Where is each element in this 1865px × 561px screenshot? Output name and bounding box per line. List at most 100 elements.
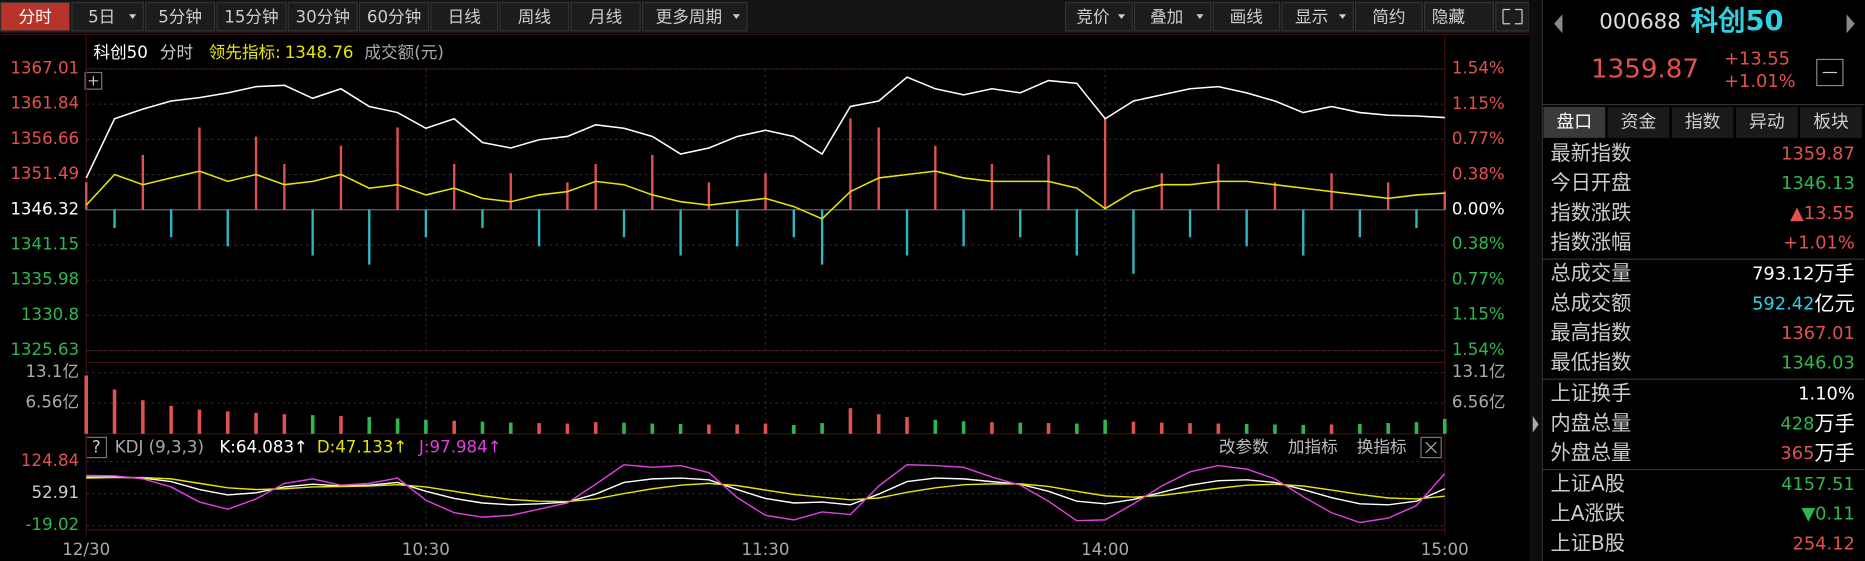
volume-bar	[1075, 423, 1079, 434]
momentum-bar	[566, 182, 569, 210]
volume-bar	[792, 424, 796, 434]
y-tick-label: 1335.98	[10, 270, 79, 289]
toolbar-button[interactable]	[499, 1, 570, 32]
volume-bar	[1216, 423, 1221, 434]
toolbar-button[interactable]	[1423, 1, 1495, 32]
volume-bar	[367, 417, 372, 434]
momentum-bar	[820, 209, 824, 265]
y-tick-label: 1361.84	[10, 94, 79, 113]
y-tick-label: 1346.32	[10, 199, 79, 218]
prev-arrow[interactable]	[1554, 14, 1563, 34]
volume-bar	[169, 405, 173, 434]
row-label: 总成交量	[1551, 261, 1632, 285]
indicator-button[interactable]: 换指标	[1357, 438, 1407, 457]
fullscreen-button[interactable]	[1495, 1, 1530, 32]
momentum-bar	[1047, 154, 1050, 210]
collapse-button[interactable]	[1816, 58, 1844, 87]
row-number: 1367.01	[1781, 323, 1855, 344]
legend-indicator: 领先指标:	[209, 43, 281, 62]
y2-tick-label: 1.15%	[1452, 304, 1505, 323]
y2-tick-label: 0.77%	[1452, 270, 1505, 289]
volume-bar	[707, 424, 711, 434]
momentum-bar	[736, 209, 739, 247]
toolbar-label: 60分钟	[367, 7, 421, 26]
volume-bar	[141, 400, 145, 434]
row-number: +1.01%	[1783, 233, 1855, 254]
volume-bar	[282, 414, 287, 434]
momentum-bar	[509, 173, 512, 210]
volume-bar	[197, 409, 202, 434]
volume-bar	[961, 421, 966, 434]
volume-bar	[537, 423, 541, 434]
momentum-bar	[311, 209, 314, 256]
tab[interactable]	[1543, 106, 1606, 138]
momentum-bar	[1217, 164, 1220, 210]
momentum-bar	[679, 209, 682, 256]
row-label: 上证A股	[1551, 471, 1625, 495]
row-label: 最高指数	[1551, 320, 1632, 344]
row-value: 1.10%	[1798, 384, 1855, 405]
tab[interactable]	[1735, 106, 1798, 138]
toolbar-button[interactable]	[1133, 1, 1212, 32]
splitter[interactable]	[1529, 0, 1542, 561]
momentum-bar	[1132, 209, 1135, 274]
momentum-bar	[962, 209, 965, 247]
toolbar-label: 5分钟	[158, 7, 202, 26]
next-arrow[interactable]	[1846, 14, 1855, 34]
row-label: 上A涨跌	[1551, 501, 1625, 525]
toolbar-button[interactable]	[430, 1, 499, 32]
toolbar-button[interactable]	[287, 1, 358, 32]
close-icon	[1425, 441, 1437, 454]
y2-tick-label: 0.00%	[1452, 199, 1505, 218]
toolbar-button[interactable]	[1355, 1, 1423, 32]
x-tick-label: 14:00	[1081, 540, 1129, 559]
toolbar-label: 竞价	[1076, 7, 1110, 26]
toolbar-label: 15分钟	[224, 7, 278, 26]
toolbar-button[interactable]	[570, 1, 641, 32]
toolbar-button[interactable]	[145, 1, 216, 32]
momentum-bar	[339, 145, 343, 210]
tab[interactable]	[1800, 106, 1862, 138]
volume-bar	[678, 424, 683, 434]
toolbar-button[interactable]	[1212, 1, 1281, 32]
tab[interactable]	[1671, 106, 1734, 138]
toolbar-button[interactable]	[359, 1, 430, 32]
volume-bar	[933, 419, 938, 434]
toolbar-button[interactable]	[0, 1, 71, 32]
momentum-bar	[283, 164, 286, 210]
volume-bar	[1386, 423, 1390, 434]
add-icon	[88, 76, 99, 86]
menu-arrow	[129, 14, 137, 20]
y-tick-label: 124.84	[21, 451, 79, 470]
toolbar-button[interactable]	[216, 1, 287, 32]
row-number: 1.10%	[1798, 384, 1855, 405]
momentum-bar	[169, 209, 173, 238]
row-unit: 万手	[1814, 441, 1854, 465]
momentum-bar	[905, 209, 909, 256]
momentum-bar	[1443, 191, 1446, 210]
menu-arrow	[732, 14, 740, 20]
toolbar-label: 5日	[88, 7, 115, 26]
volume-bar	[905, 417, 909, 434]
indicator-button[interactable]: 改参数	[1219, 438, 1269, 457]
row-value: ▲13.55	[1790, 203, 1855, 224]
add-button[interactable]	[84, 71, 103, 90]
momentum-bar	[481, 209, 484, 229]
quote-code: 000688	[1599, 10, 1681, 35]
row-number: 1346.03	[1781, 353, 1855, 374]
volume-bar	[480, 421, 485, 434]
volume-bar	[820, 423, 824, 434]
indicator-button[interactable]: 加指标	[1288, 438, 1338, 457]
momentum-bar	[934, 145, 937, 210]
row-label: 内盘总量	[1551, 411, 1632, 435]
close-button[interactable]	[1420, 436, 1442, 459]
tab[interactable]	[1607, 106, 1670, 138]
toolbar-label: 隐藏	[1432, 7, 1466, 26]
toolbar-label: 更多周期	[656, 7, 723, 26]
volume-bar	[1301, 424, 1306, 434]
toolbar-button[interactable]	[641, 1, 748, 32]
row-number: 365	[1780, 443, 1814, 464]
row-value: 4157.51	[1781, 474, 1855, 495]
momentum-bar	[622, 209, 626, 238]
momentum-bar	[113, 209, 116, 229]
